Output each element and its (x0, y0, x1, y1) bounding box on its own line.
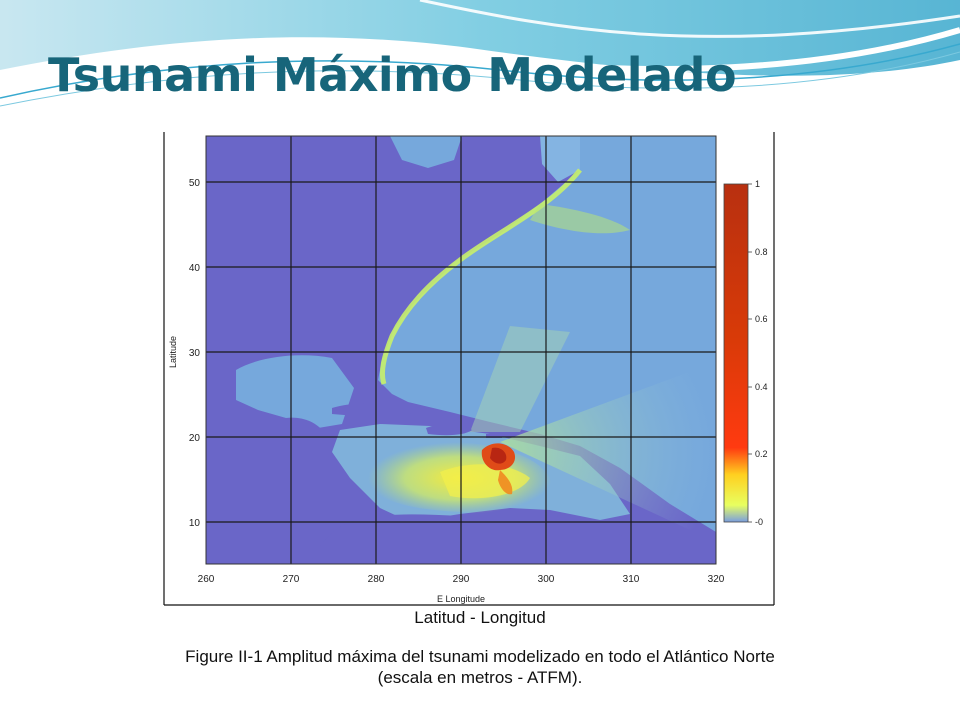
colorbar (723, 183, 749, 523)
x-axis-label: E Longitude (437, 594, 485, 604)
ocean-hudson (390, 136, 462, 168)
land-florida (350, 372, 374, 404)
colorbar-tick-label: 0.8 (755, 247, 768, 257)
x-tick-label: 290 (453, 574, 470, 585)
colorbar-ticks (748, 183, 752, 523)
y-tick-label: 40 (189, 263, 201, 274)
figure-caption: Figure II-1 Amplitud máxima del tsunami … (0, 646, 960, 688)
colorbar-tick-label: -0 (755, 517, 763, 527)
y-axis-label: Latitude (168, 336, 178, 368)
map-plot-area (206, 136, 716, 564)
x-tick-label: 270 (283, 574, 300, 585)
land-yucatan (286, 417, 324, 436)
map-grid (206, 136, 716, 564)
tsunami-peak-core (490, 447, 507, 464)
colorbar-tick-labels: 1 0.8 0.6 0.4 0.2 -0 (755, 179, 768, 527)
x-tick-label: 310 (623, 574, 640, 585)
figure-caption-line2: (escala en metros - ATFM). (377, 668, 583, 687)
map-frame (205, 135, 717, 565)
wave-fan (500, 362, 716, 542)
x-tick-label: 260 (198, 574, 215, 585)
y-tick-label: 20 (189, 433, 201, 444)
y-tick-label: 30 (189, 348, 201, 359)
tsunami-amplitude-map: 260 270 280 290 300 310 320 E Longitude … (163, 132, 775, 606)
y-tick-label: 50 (189, 178, 201, 189)
y-tick-label: 10 (189, 518, 201, 529)
coastal-shelf-newfoundland (530, 204, 630, 234)
colorbar-tick-label: 1 (755, 179, 760, 189)
figure-subcaption: Latitud - Longitud (414, 608, 546, 627)
x-tick-label: 300 (538, 574, 555, 585)
colorbar-tick-label: 0.4 (755, 382, 768, 392)
colorbar-tick-label: 0.2 (755, 449, 768, 459)
figure: 260 270 280 290 300 310 320 E Longitude … (110, 112, 850, 697)
figure-caption-line1: Figure II-1 Amplitud máxima del tsunami … (185, 647, 775, 666)
y-tick-labels: 10 20 30 40 50 (189, 178, 201, 529)
land-south-america (206, 513, 710, 564)
tsunami-peak-tail (498, 470, 513, 495)
x-tick-label: 320 (708, 574, 725, 585)
decorative-wave-banner (0, 0, 960, 107)
colorbar-tick-label: 0.6 (755, 314, 768, 324)
ocean-labrador (540, 136, 580, 182)
coastal-shelf-east (379, 168, 582, 385)
x-tick-labels: 260 270 280 290 300 310 320 (198, 574, 725, 585)
island-cuba (332, 403, 415, 421)
ocean-gulf (236, 355, 354, 430)
x-tick-label: 280 (368, 574, 385, 585)
slide-title: Tsunami Máximo Modelado (48, 48, 737, 102)
